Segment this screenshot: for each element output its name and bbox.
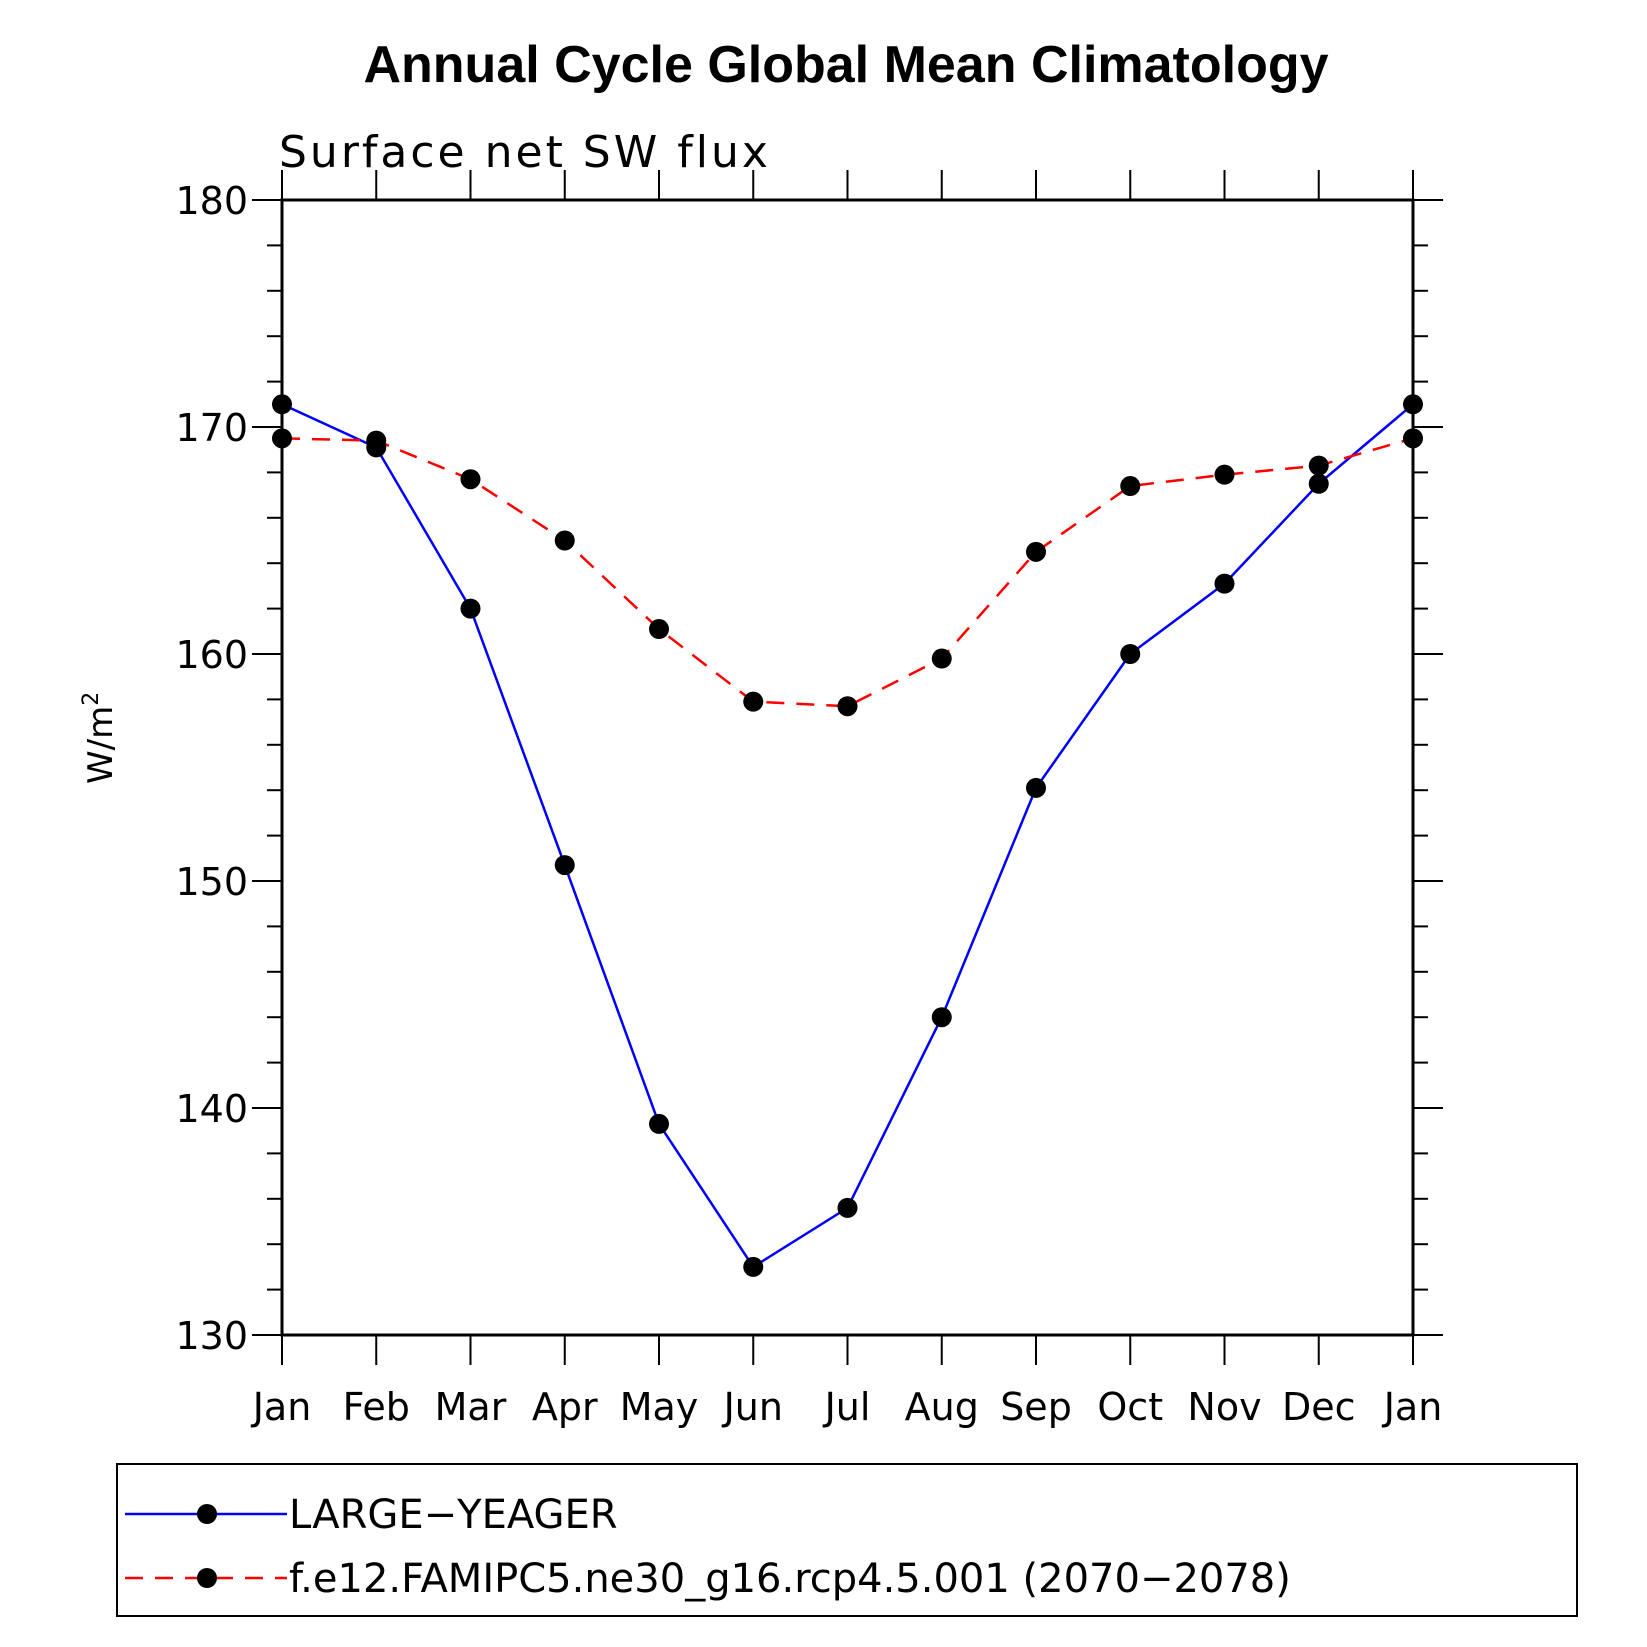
- legend-box: [116, 1463, 1578, 1617]
- legend-marker-2: [197, 1568, 217, 1588]
- data-point-series-1: [554, 855, 575, 876]
- y-axis-label-superscript: 2: [79, 692, 104, 706]
- x-tick-label: Aug: [905, 1385, 979, 1429]
- chart-title: Annual Cycle Global Mean Climatology: [363, 36, 1328, 94]
- chart-subtitle: Surface net SW flux: [279, 127, 771, 178]
- data-point-series-1: [837, 1197, 858, 1218]
- data-point-series-2: [1026, 541, 1046, 562]
- data-point-series-1: [649, 1113, 669, 1134]
- x-tick-label: Mar: [435, 1385, 507, 1429]
- legend-marker-1: [197, 1504, 217, 1524]
- data-point-series-2: [931, 648, 952, 669]
- x-tick-label: Nov: [1187, 1385, 1261, 1429]
- data-point-series-2: [649, 619, 669, 640]
- data-point-series-1: [272, 394, 292, 415]
- data-point-series-2: [1120, 476, 1141, 497]
- data-point-series-2: [1308, 455, 1329, 476]
- data-point-series-1: [1214, 573, 1235, 594]
- x-tick-label: May: [620, 1385, 699, 1429]
- legend-label-1: LARGE−YEAGER: [289, 1492, 618, 1538]
- y-axis-ticks: [252, 199, 1443, 1336]
- legend-label-2: f.e12.FAMIPC5.ne30_g16.rcp4.5.001 (2070−…: [289, 1556, 1291, 1602]
- x-tick-label: Apr: [532, 1385, 598, 1429]
- legend: LARGE−YEAGER f.e12.FAMIPC5.ne30_g16.rcp4.…: [116, 1463, 1578, 1617]
- x-axis-ticks: [281, 170, 1414, 1365]
- data-point-series-1: [1308, 473, 1329, 494]
- y-tick-label: 140: [175, 1087, 248, 1131]
- x-tick-label: Jan: [1382, 1385, 1443, 1429]
- x-tick-label: Dec: [1282, 1385, 1356, 1429]
- legend-items: LARGE−YEAGER f.e12.FAMIPC5.ne30_g16.rcp4.…: [125, 1492, 1291, 1602]
- data-point-series-2: [554, 530, 575, 551]
- x-tick-label: Jul: [823, 1385, 871, 1429]
- data-point-series-2: [837, 696, 858, 717]
- data-point-series-1: [1403, 394, 1423, 415]
- y-axis-label: W/m2: [79, 692, 121, 784]
- series-markers: [272, 394, 1423, 1277]
- series-lines: [281, 403, 1414, 1269]
- x-tick-label: Feb: [343, 1385, 410, 1429]
- data-point-series-2: [1403, 428, 1423, 449]
- data-point-series-2: [366, 430, 387, 451]
- data-point-series-1: [1120, 644, 1141, 664]
- plot-area: 130 140 150 160 170 180 Jan Feb Mar Apr May Jun Jul…: [175, 170, 1443, 1429]
- data-point-series-2: [1214, 464, 1235, 485]
- y-tick-label: 130: [175, 1314, 248, 1358]
- data-point-series-2: [460, 469, 481, 490]
- series-line-2: [281, 437, 1414, 708]
- series-line-1: [281, 403, 1414, 1269]
- x-tick-label: Oct: [1097, 1385, 1163, 1429]
- y-axis-label-text: W/m: [81, 706, 121, 784]
- data-point-series-1: [931, 1007, 952, 1028]
- data-point-series-1: [460, 598, 481, 619]
- data-point-series-1: [743, 1256, 764, 1277]
- y-tick-label: 170: [175, 406, 248, 450]
- plot-frame: [280, 198, 1415, 1337]
- y-axis-labels: 130 140 150 160 170 180: [175, 179, 248, 1358]
- data-point-series-2: [743, 691, 764, 712]
- x-axis-labels: Jan Feb Mar Apr May Jun Jul Aug Sep Oct Nov Dec Jan: [251, 1385, 1443, 1429]
- y-tick-label: 160: [175, 633, 248, 677]
- x-tick-label: Jun: [722, 1385, 783, 1429]
- y-tick-label: 180: [175, 179, 248, 223]
- y-tick-label: 150: [175, 860, 248, 904]
- x-tick-label: Jan: [251, 1385, 312, 1429]
- data-point-series-2: [272, 428, 292, 449]
- x-tick-label: Sep: [1000, 1385, 1072, 1429]
- data-point-series-1: [1026, 777, 1046, 798]
